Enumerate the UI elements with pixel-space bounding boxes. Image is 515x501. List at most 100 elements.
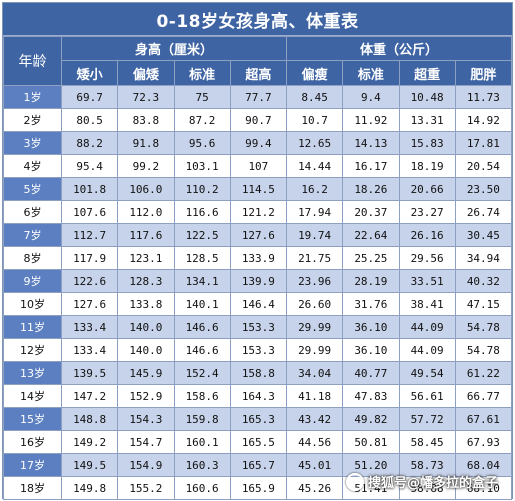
weight-col-header: 肥胖 bbox=[454, 60, 513, 86]
weight-value-cell: 68.10 bbox=[454, 476, 513, 500]
height-value-cell: 154.9 bbox=[117, 453, 175, 477]
height-value-cell: 127.6 bbox=[60, 292, 119, 316]
age-cell: 3岁 bbox=[3, 131, 62, 155]
weight-value-cell: 29.99 bbox=[285, 338, 344, 362]
weight-value-cell: 19.74 bbox=[285, 223, 344, 247]
weight-value-cell: 13.31 bbox=[398, 108, 456, 132]
height-group-header: 身高（厘米） bbox=[61, 36, 287, 61]
height-value-cell: 95.4 bbox=[60, 154, 119, 178]
sohu-logo-icon bbox=[345, 472, 364, 491]
height-value-cell: 153.3 bbox=[229, 315, 288, 339]
weight-value-cell: 44.09 bbox=[398, 338, 456, 362]
weight-value-cell: 14.13 bbox=[342, 131, 400, 155]
height-value-cell: 80.5 bbox=[60, 108, 119, 132]
weight-col-header: 偏瘦 bbox=[285, 60, 344, 86]
weight-value-cell: 18.26 bbox=[342, 177, 400, 201]
height-value-cell: 149.8 bbox=[60, 476, 119, 500]
weight-col-header: 标准 bbox=[342, 60, 400, 86]
weight-value-cell: 54.78 bbox=[454, 315, 513, 339]
table-row: 8岁 117.9 123.1 128.5 133.9 21.75 25.25 29.56 34.… bbox=[3, 246, 513, 270]
watermark-text: 搜狐号@幡多拉的盒子 bbox=[367, 476, 498, 491]
height-value-cell: 153.3 bbox=[229, 338, 288, 362]
height-value-cell: 103.1 bbox=[173, 154, 231, 178]
table-body: 1岁 69.7 72.3 75 77.7 8.45 9.4 10.48 11.73 2岁 80.5 8… bbox=[3, 85, 513, 500]
age-cell: 4岁 bbox=[3, 154, 62, 178]
weight-value-cell: 43.42 bbox=[285, 407, 344, 431]
age-cell: 13岁 bbox=[3, 361, 62, 385]
height-value-cell: 90.7 bbox=[229, 108, 288, 132]
height-value-cell: 146.6 bbox=[173, 338, 231, 362]
height-value-cell: 121.2 bbox=[229, 200, 288, 224]
height-value-cell: 87.2 bbox=[173, 108, 231, 132]
height-value-cell: 107 bbox=[229, 154, 288, 178]
weight-value-cell: 12.65 bbox=[285, 131, 344, 155]
height-value-cell: 154.3 bbox=[117, 407, 175, 431]
age-cell: 15岁 bbox=[3, 407, 62, 431]
weight-value-cell: 10.48 bbox=[398, 85, 456, 109]
height-value-cell: 149.5 bbox=[60, 453, 119, 477]
table-row: 11岁 133.4 140.0 146.6 153.3 29.99 36.10 44.09 54… bbox=[3, 315, 513, 339]
table-row: 6岁 107.6 112.0 116.6 121.2 17.94 20.37 23.27 26.… bbox=[3, 200, 513, 224]
table-title: 0-18岁女孩身高、体重表 bbox=[3, 3, 512, 36]
height-value-cell: 160.3 bbox=[173, 453, 231, 477]
table-row: 10岁 127.6 133.8 140.1 146.4 26.60 31.76 38.41 47… bbox=[3, 292, 513, 316]
weight-value-cell: 17.81 bbox=[454, 131, 513, 155]
weight-value-cell: 29.56 bbox=[398, 246, 456, 270]
weight-value-cell: 9.4 bbox=[342, 85, 400, 109]
weight-value-cell: 23.96 bbox=[285, 269, 344, 293]
height-value-cell: 146.4 bbox=[229, 292, 288, 316]
weight-value-cell: 26.60 bbox=[285, 292, 344, 316]
height-value-cell: 122.5 bbox=[173, 223, 231, 247]
table-row: 18岁 149.8 155.2 160.6 165.9 45.26 51.41 58.88 68… bbox=[3, 476, 513, 500]
height-col-header: 矮小 bbox=[60, 60, 119, 86]
weight-value-cell: 38.41 bbox=[398, 292, 456, 316]
age-cell: 11岁 bbox=[3, 315, 62, 339]
table-row: 12岁 133.4 140.0 146.6 153.3 29.99 36.10 44.09 54… bbox=[3, 338, 513, 362]
height-value-cell: 117.9 bbox=[60, 246, 119, 270]
height-value-cell: 112.0 bbox=[117, 200, 175, 224]
age-cell: 1岁 bbox=[3, 85, 62, 109]
height-col-header: 偏矮 bbox=[117, 60, 175, 86]
weight-value-cell: 10.7 bbox=[285, 108, 344, 132]
weight-value-cell: 20.54 bbox=[454, 154, 513, 178]
table-row: 2岁 80.5 83.8 87.2 90.7 10.7 11.92 13.31 14.92 bbox=[3, 108, 513, 132]
table-row: 3岁 88.2 91.8 95.6 99.4 12.65 14.13 15.83 17.81 bbox=[3, 131, 513, 155]
height-value-cell: 127.6 bbox=[229, 223, 288, 247]
weight-value-cell: 31.76 bbox=[342, 292, 400, 316]
weight-group-header: 体重（公斤） bbox=[286, 36, 512, 61]
age-cell: 17岁 bbox=[3, 453, 62, 477]
height-value-cell: 139.5 bbox=[60, 361, 119, 385]
table-row: 1岁 69.7 72.3 75 77.7 8.45 9.4 10.48 11.73 bbox=[3, 85, 513, 109]
age-cell: 5岁 bbox=[3, 177, 62, 201]
height-value-cell: 140.0 bbox=[117, 315, 175, 339]
height-value-cell: 147.2 bbox=[60, 384, 119, 408]
age-cell: 9岁 bbox=[3, 269, 62, 293]
height-value-cell: 159.8 bbox=[173, 407, 231, 431]
weight-value-cell: 11.92 bbox=[342, 108, 400, 132]
weight-value-cell: 15.83 bbox=[398, 131, 456, 155]
height-value-cell: 112.7 bbox=[60, 223, 119, 247]
weight-value-cell: 51.20 bbox=[342, 453, 400, 477]
weight-value-cell: 44.56 bbox=[285, 430, 344, 454]
height-value-cell: 114.5 bbox=[229, 177, 288, 201]
height-value-cell: 155.2 bbox=[117, 476, 175, 500]
height-value-cell: 133.4 bbox=[60, 338, 119, 362]
weight-value-cell: 26.74 bbox=[454, 200, 513, 224]
table-row: 4岁 95.4 99.2 103.1 107 14.44 16.17 18.19 20.54 bbox=[3, 154, 513, 178]
weight-value-cell: 49.54 bbox=[398, 361, 456, 385]
height-value-cell: 133.4 bbox=[60, 315, 119, 339]
height-value-cell: 75 bbox=[173, 85, 231, 109]
weight-value-cell: 61.22 bbox=[454, 361, 513, 385]
age-cell: 8岁 bbox=[3, 246, 62, 270]
height-value-cell: 117.6 bbox=[117, 223, 175, 247]
weight-value-cell: 18.19 bbox=[398, 154, 456, 178]
age-cell: 18岁 bbox=[3, 476, 62, 500]
weight-value-cell: 16.17 bbox=[342, 154, 400, 178]
weight-value-cell: 67.93 bbox=[454, 430, 513, 454]
weight-value-cell: 44.09 bbox=[398, 315, 456, 339]
height-value-cell: 154.7 bbox=[117, 430, 175, 454]
height-value-cell: 160.1 bbox=[173, 430, 231, 454]
weight-value-cell: 66.77 bbox=[454, 384, 513, 408]
height-value-cell: 88.2 bbox=[60, 131, 119, 155]
weight-value-cell: 67.61 bbox=[454, 407, 513, 431]
